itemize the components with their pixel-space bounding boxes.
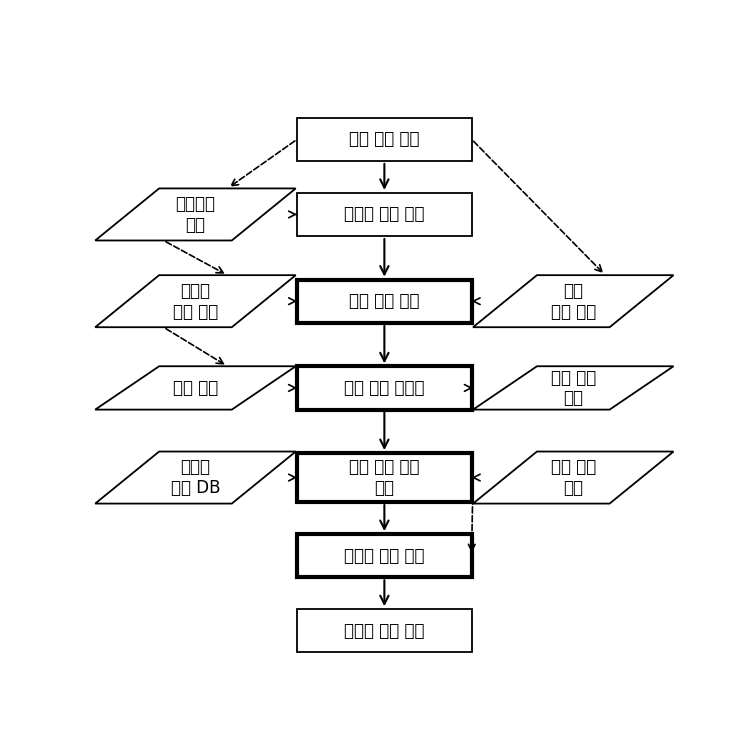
Text: 질량 차이 군집화: 질량 차이 군집화: [344, 379, 424, 397]
Polygon shape: [95, 275, 296, 327]
FancyBboxPatch shape: [297, 534, 472, 578]
Text: 질량 차이: 질량 차이: [172, 379, 218, 397]
Polygon shape: [473, 366, 674, 409]
FancyBboxPatch shape: [297, 279, 472, 323]
Text: 질량 차이 계산: 질량 차이 계산: [349, 292, 420, 310]
Text: 이론적 질량 계산: 이론적 질량 계산: [344, 206, 424, 224]
Text: 펩타이드
서열: 펩타이드 서열: [176, 195, 215, 234]
Text: 단백질 변형 동정: 단백질 변형 동정: [344, 547, 424, 565]
Text: 질량 변화
경로: 질량 변화 경로: [550, 458, 596, 497]
Text: 동정된 결과 출력: 동정된 결과 출력: [344, 622, 424, 640]
Text: 질량 분석 정보: 질량 분석 정보: [349, 130, 420, 148]
FancyBboxPatch shape: [297, 366, 472, 409]
Polygon shape: [95, 189, 296, 240]
Text: 이론적
질량 분석: 이론적 질량 분석: [172, 282, 218, 321]
FancyBboxPatch shape: [297, 118, 472, 161]
Text: 질량 변화 군집
조합: 질량 변화 군집 조합: [349, 458, 420, 497]
Text: 단백질
변형 DB: 단백질 변형 DB: [171, 458, 220, 497]
Polygon shape: [95, 451, 296, 504]
FancyBboxPatch shape: [297, 193, 472, 236]
Text: 측정
질량 분석: 측정 질량 분석: [550, 282, 596, 321]
Polygon shape: [473, 451, 674, 504]
Polygon shape: [95, 366, 296, 409]
FancyBboxPatch shape: [297, 609, 472, 653]
Polygon shape: [473, 275, 674, 327]
FancyBboxPatch shape: [297, 453, 472, 502]
Text: 질량 변화
군집: 질량 변화 군집: [550, 369, 596, 407]
